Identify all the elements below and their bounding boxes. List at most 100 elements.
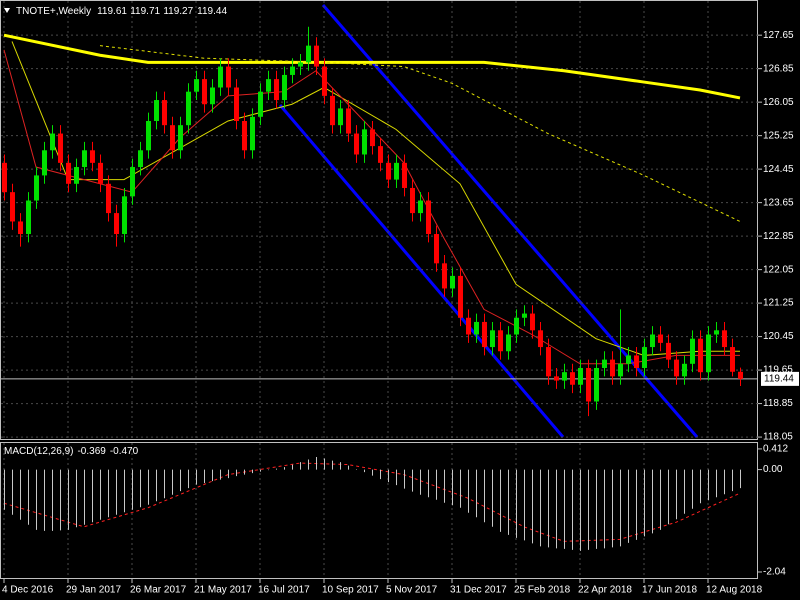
candle-body — [82, 150, 87, 168]
candle-body — [34, 175, 39, 201]
candle-body — [258, 91, 263, 117]
y-tick-label: 121.25 — [763, 298, 794, 309]
y-tick-label: 125.25 — [763, 130, 794, 141]
candle-body — [242, 120, 247, 151]
y-tick-label: 126.05 — [763, 97, 794, 108]
x-tick-label: 31 Dec 2017 — [450, 585, 507, 596]
candle-body — [354, 133, 359, 155]
y-tick-label: 0.00 — [763, 464, 783, 475]
macd-title: MACD(12,26,9) — [4, 446, 73, 457]
y-tick-label: 119.65 — [763, 365, 793, 376]
candle-body — [434, 234, 439, 264]
candle-body — [26, 200, 31, 235]
x-tick-label: 29 Jan 2017 — [66, 585, 121, 596]
y-tick-label: 123.65 — [763, 197, 794, 208]
signal-value: -0.470 — [110, 446, 139, 457]
candle-body — [458, 275, 463, 318]
candle-body — [106, 183, 111, 214]
candle-body — [226, 66, 231, 88]
candle-body — [90, 150, 95, 163]
candle-body — [642, 347, 647, 368]
symbol-header: TNOTE+,Weekly 119.61 119.71 119.27 119.44 — [16, 6, 227, 17]
x-tick-label: 17 Jun 2018 — [642, 585, 697, 596]
x-tick-label: 5 Nov 2017 — [386, 585, 438, 596]
candle-body — [650, 334, 655, 348]
candle-body — [618, 363, 623, 377]
x-tick-label: 22 Apr 2018 — [578, 585, 632, 596]
header: TNOTE+,Weekly 119.61 119.71 119.27 119.44 MA… — [4, 6, 227, 457]
candle-body — [322, 66, 327, 96]
y-tick-label: 120.45 — [763, 331, 794, 342]
candle-body — [386, 162, 391, 180]
menu-triangle — [4, 8, 10, 13]
chart-title: TNOTE+,Weekly — [16, 6, 91, 17]
macd-header: MACD(12,26,9) -0.369 -0.470 — [4, 446, 139, 457]
candle-body — [338, 108, 343, 126]
candle-body — [394, 162, 399, 180]
candle-body — [122, 196, 127, 235]
candle-body — [346, 108, 351, 134]
candle-body — [426, 200, 431, 235]
candle-body — [522, 313, 527, 318]
candle-body — [306, 45, 311, 63]
candle-body — [418, 200, 423, 214]
x-tick-label: 12 Aug 2018 — [706, 585, 763, 596]
macd-value: -0.369 — [77, 446, 106, 457]
candle-body — [274, 79, 279, 101]
candle-body — [410, 187, 415, 214]
candle-body — [626, 355, 631, 364]
candle-body — [546, 347, 551, 377]
candle-body — [10, 192, 15, 222]
candle-body — [490, 330, 495, 348]
candle-body — [234, 87, 239, 121]
price-tag — [761, 371, 799, 386]
candle-body — [474, 321, 479, 335]
candle-body — [658, 334, 663, 343]
candle-body — [402, 162, 407, 188]
x-tick-label: 10 Sep 2017 — [322, 585, 379, 596]
candle-body — [442, 263, 447, 289]
candle-body — [482, 321, 487, 348]
candle-body — [498, 330, 503, 352]
candle-body — [202, 79, 207, 105]
close-value: 119.44 — [197, 6, 227, 17]
candle-body — [666, 342, 671, 360]
candle-body — [42, 150, 47, 176]
candle-body — [682, 363, 687, 377]
x-tick-label: 26 Mar 2017 — [130, 585, 187, 596]
candle-body — [602, 359, 607, 368]
candle-body — [506, 334, 511, 352]
candle-body — [554, 376, 559, 381]
candle-body — [698, 338, 703, 373]
x-tick-label: 4 Dec 2016 — [2, 585, 54, 596]
candle-body — [714, 330, 719, 335]
y-tick-label: 122.05 — [763, 264, 794, 275]
y-tick-label: 126.85 — [763, 63, 794, 74]
y-tick-label: 118.85 — [763, 398, 793, 409]
candle-body — [578, 367, 583, 385]
candle-body — [722, 330, 727, 348]
candle-body — [570, 372, 575, 385]
candle-body — [730, 347, 735, 372]
candle-body — [210, 87, 215, 105]
candle-body — [594, 367, 599, 402]
candle-body — [114, 213, 119, 235]
candle-body — [58, 133, 63, 163]
y-tick-label: 122.85 — [763, 231, 794, 242]
y-tick-label: 127.65 — [763, 30, 794, 41]
candle-body — [562, 372, 567, 381]
open-value: 119.61 — [97, 6, 127, 17]
candle-body — [514, 317, 519, 335]
candle-body — [146, 120, 151, 151]
candle-body — [170, 125, 175, 151]
candle-body — [298, 62, 303, 67]
y-tick-label: -2.04 — [763, 567, 786, 578]
candle-body — [98, 162, 103, 184]
candle-body — [154, 100, 159, 121]
candle-body — [2, 162, 7, 193]
candle-body — [530, 313, 535, 331]
candle-body — [330, 95, 335, 126]
